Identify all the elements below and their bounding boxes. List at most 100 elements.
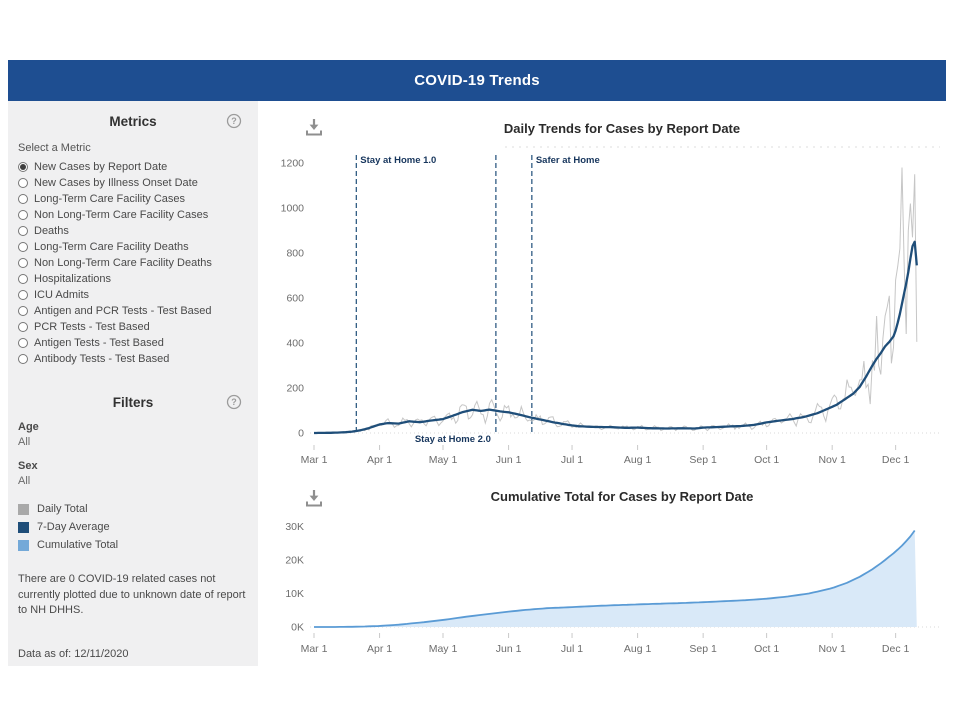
radio-button[interactable] — [18, 354, 28, 364]
metric-radio-label: Long-Term Care Facility Cases — [34, 193, 185, 205]
download-icon[interactable] — [302, 115, 326, 139]
radio-button[interactable] — [18, 290, 28, 300]
cumulative-total-swatch — [18, 539, 29, 551]
svg-text:1200: 1200 — [281, 158, 305, 170]
metric-radio-option[interactable]: ICU Admits — [18, 287, 212, 303]
svg-text:30K: 30K — [285, 521, 304, 533]
metric-radio-label: Antibody Tests - Test Based — [34, 353, 170, 365]
svg-text:Dec 1: Dec 1 — [882, 643, 910, 655]
svg-text:?: ? — [231, 116, 237, 126]
metric-radio-option[interactable]: Long-Term Care Facility Cases — [18, 191, 212, 207]
radio-button[interactable] — [18, 194, 28, 204]
filters-heading: Filters — [112, 395, 154, 410]
svg-text:0K: 0K — [291, 622, 304, 634]
svg-text:?: ? — [231, 397, 237, 407]
svg-text:May 1: May 1 — [429, 643, 458, 655]
unplotted-cases-note: There are 0 COVID-19 related cases not c… — [18, 573, 246, 616]
legend-item-cumulative-total: Cumulative Total — [18, 536, 118, 554]
metric-radio-label: New Cases by Report Date — [34, 161, 168, 173]
legend-item-7day-average: 7-Day Average — [18, 518, 118, 536]
radio-button[interactable] — [18, 242, 28, 252]
svg-text:Apr 1: Apr 1 — [367, 454, 392, 466]
svg-text:Oct 1: Oct 1 — [754, 454, 779, 466]
svg-text:200: 200 — [286, 383, 304, 395]
header-bar: COVID-19 Trends — [8, 60, 946, 101]
legend-label: 7-Day Average — [37, 521, 110, 533]
svg-text:Jun 1: Jun 1 — [496, 643, 522, 655]
chart-title-daily: Daily Trends for Cases by Report Date — [503, 121, 741, 136]
metric-radio-option[interactable]: New Cases by Report Date — [18, 159, 212, 175]
metric-radio-label: Long-Term Care Facility Deaths — [34, 241, 189, 253]
download-icon[interactable] — [302, 486, 326, 510]
svg-text:Jun 1: Jun 1 — [496, 454, 522, 466]
svg-text:600: 600 — [286, 293, 304, 305]
svg-text:Mar 1: Mar 1 — [301, 643, 328, 655]
daily-total-swatch — [18, 503, 29, 515]
metric-radio-option[interactable]: PCR Tests - Test Based — [18, 319, 212, 335]
radio-button[interactable] — [18, 274, 28, 284]
filter-sex-label: Sex — [18, 460, 38, 472]
radio-button[interactable] — [18, 226, 28, 236]
metric-radio-label: Antigen and PCR Tests - Test Based — [34, 305, 212, 317]
metric-radio-option[interactable]: Non Long-Term Care Facility Deaths — [18, 255, 212, 271]
metric-radio-option[interactable]: New Cases by Illness Onset Date — [18, 175, 212, 191]
metric-radio-label: New Cases by Illness Onset Date — [34, 177, 198, 189]
chart-legend: Daily Total 7-Day Average Cumulative Tot… — [18, 500, 118, 554]
svg-text:Sep 1: Sep 1 — [689, 643, 717, 655]
svg-text:Aug 1: Aug 1 — [624, 454, 652, 466]
svg-text:Mar 1: Mar 1 — [301, 454, 328, 466]
metric-radio-list: New Cases by Report Date New Cases by Ill… — [18, 159, 212, 367]
svg-text:Stay at Home 1.0: Stay at Home 1.0 — [360, 155, 436, 166]
svg-text:10K: 10K — [285, 588, 304, 600]
daily-trends-chart[interactable]: 0 200 400 600 800 1000 1200 Mar 1 Apr 1 May 1 Jun … — [260, 105, 946, 470]
metric-radio-option[interactable]: Deaths — [18, 223, 212, 239]
radio-button[interactable] — [18, 210, 28, 220]
metric-radio-label: PCR Tests - Test Based — [34, 321, 150, 333]
help-icon[interactable]: ? — [226, 113, 242, 129]
metric-radio-label: ICU Admits — [34, 289, 90, 301]
filter-age-value: All — [18, 436, 31, 448]
metric-radio-option[interactable]: Long-Term Care Facility Deaths — [18, 239, 212, 255]
metric-radio-label: Hospitalizations — [34, 273, 112, 285]
svg-text:Oct 1: Oct 1 — [754, 643, 779, 655]
radio-button[interactable] — [18, 306, 28, 316]
svg-text:Dec 1: Dec 1 — [882, 454, 910, 466]
svg-text:Sep 1: Sep 1 — [689, 454, 717, 466]
metric-radio-label: Non Long-Term Care Facility Deaths — [34, 257, 212, 269]
radio-button[interactable] — [18, 162, 28, 172]
svg-text:Jul 1: Jul 1 — [561, 643, 583, 655]
svg-text:Nov 1: Nov 1 — [818, 454, 846, 466]
svg-text:400: 400 — [286, 338, 304, 350]
metrics-heading: Metrics — [109, 114, 157, 129]
metric-radio-option[interactable]: Non Long-Term Care Facility Cases — [18, 207, 212, 223]
radio-button[interactable] — [18, 338, 28, 348]
legend-label: Daily Total — [37, 503, 88, 515]
help-icon[interactable]: ? — [226, 394, 242, 410]
filter-sex-value: All — [18, 475, 31, 487]
metric-radio-label: Non Long-Term Care Facility Cases — [34, 209, 209, 221]
select-metric-label: Select a Metric — [18, 142, 91, 154]
seven-day-average-swatch — [18, 521, 29, 533]
legend-item-daily-total: Daily Total — [18, 500, 118, 518]
metric-radio-label: Antigen Tests - Test Based — [34, 337, 164, 349]
page-title: COVID-19 Trends — [414, 72, 540, 89]
svg-text:1000: 1000 — [281, 203, 305, 215]
radio-button[interactable] — [18, 322, 28, 332]
metric-radio-option[interactable]: Antigen and PCR Tests - Test Based — [18, 303, 212, 319]
svg-text:Aug 1: Aug 1 — [624, 643, 652, 655]
svg-text:Stay at Home 2.0: Stay at Home 2.0 — [415, 434, 491, 445]
svg-text:Apr 1: Apr 1 — [367, 643, 392, 655]
sidebar: Metrics ? Select a Metric New Cases by R… — [8, 101, 258, 666]
radio-button[interactable] — [18, 178, 28, 188]
metric-radio-option[interactable]: Hospitalizations — [18, 271, 212, 287]
metric-radio-option[interactable]: Antibody Tests - Test Based — [18, 351, 212, 367]
svg-text:Nov 1: Nov 1 — [818, 643, 846, 655]
cumulative-total-chart[interactable]: 0K 10K 20K 30K Mar 1 Apr 1 May 1 Jun 1 Jul 1 Aug … — [260, 470, 946, 670]
svg-text:May 1: May 1 — [429, 454, 458, 466]
metric-radio-option[interactable]: Antigen Tests - Test Based — [18, 335, 212, 351]
legend-label: Cumulative Total — [37, 539, 119, 551]
metric-radio-label: Deaths — [34, 225, 69, 237]
radio-button[interactable] — [18, 258, 28, 268]
svg-text:Jul 1: Jul 1 — [561, 454, 583, 466]
